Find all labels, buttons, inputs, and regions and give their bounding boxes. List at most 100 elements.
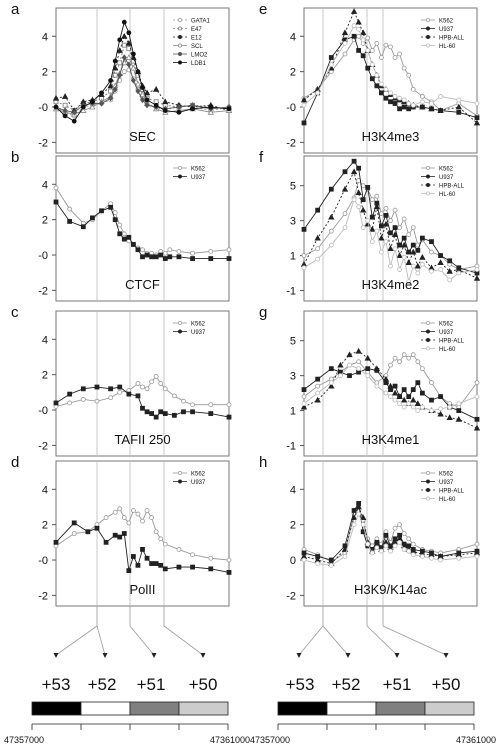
data-point <box>301 394 307 400</box>
chart-title: H3K9/K14ac <box>354 582 427 597</box>
data-point <box>162 108 168 113</box>
data-point <box>190 564 195 570</box>
legend-label: HPB-ALL <box>439 36 465 42</box>
data-point <box>455 103 462 110</box>
data-point <box>121 515 127 520</box>
data-point <box>414 262 421 269</box>
data-point <box>176 564 182 570</box>
data-point <box>80 386 86 392</box>
data-point <box>383 390 389 396</box>
data-point <box>176 103 182 111</box>
data-point <box>108 386 114 392</box>
data-point <box>301 401 307 406</box>
data-point <box>226 402 232 408</box>
y-tick-label: 5 <box>290 336 296 348</box>
data-point <box>474 380 480 386</box>
y-tick-label: 5 <box>290 181 296 193</box>
data-point <box>419 366 425 372</box>
data-point <box>126 61 132 68</box>
data-point <box>108 395 114 401</box>
series-line <box>303 354 478 408</box>
y-tick-label: 4 <box>42 179 48 191</box>
data-point <box>208 566 214 572</box>
data-point <box>456 555 462 561</box>
data-point <box>401 547 407 552</box>
data-point <box>126 568 132 574</box>
data-point <box>226 256 232 261</box>
data-point <box>401 387 407 393</box>
data-point <box>190 250 195 256</box>
data-point <box>162 386 168 392</box>
series-hpb-all <box>300 503 481 566</box>
data-point <box>152 86 160 92</box>
data-point <box>429 397 434 403</box>
data-point <box>438 94 443 99</box>
data-point <box>438 394 443 400</box>
panel-f: f -1 1 3 5 K562 U937 HPB-ALL HL-60 H3K4me2 <box>259 149 481 302</box>
legend-label: U937 <box>191 330 206 336</box>
data-point <box>121 42 127 48</box>
data-point <box>446 414 453 420</box>
region-block <box>80 701 131 716</box>
data-point <box>429 408 434 413</box>
data-point <box>62 102 68 108</box>
panel-h: h -2 0 2 4 K562 U937 HPB-ALL HL-60 H3K9/K14ac <box>259 454 481 607</box>
y-tick-label: 2 <box>42 215 48 227</box>
data-point <box>410 352 416 358</box>
legend-marker <box>178 329 182 334</box>
data-point <box>301 226 307 232</box>
data-point <box>410 248 417 255</box>
region-block <box>424 701 475 716</box>
series-line <box>55 375 229 407</box>
data-point <box>392 383 398 389</box>
data-point <box>314 234 321 241</box>
data-point <box>419 235 425 241</box>
data-point <box>374 40 380 46</box>
data-point <box>108 95 114 102</box>
data-point <box>401 352 407 358</box>
data-point <box>158 409 164 415</box>
legend-marker <box>426 471 430 475</box>
region-label: +53 <box>42 675 71 694</box>
series-u937 <box>53 520 232 575</box>
series-u937 <box>53 199 232 261</box>
data-point <box>414 400 421 406</box>
data-point <box>162 411 168 416</box>
plot-frame <box>55 7 230 154</box>
data-point <box>103 515 109 520</box>
connector-line <box>55 625 98 656</box>
data-point <box>355 503 362 510</box>
connector-line <box>298 625 324 656</box>
arrowhead <box>53 653 59 658</box>
data-point <box>207 109 214 115</box>
series-hl-60 <box>301 362 480 413</box>
data-point <box>67 391 73 397</box>
data-point <box>401 531 407 536</box>
y-tick-label: 0 <box>290 555 296 567</box>
panel-letter: g <box>259 304 267 321</box>
data-point <box>117 506 123 512</box>
data-point <box>396 252 403 258</box>
data-point <box>410 404 416 410</box>
data-point <box>135 562 141 568</box>
y-tick-label: 1 <box>290 251 296 263</box>
data-point <box>149 411 155 416</box>
data-point <box>176 249 182 254</box>
data-point <box>446 267 453 274</box>
data-point <box>315 383 321 389</box>
data-point <box>347 362 352 368</box>
legend: K562 U937 HPB-ALL HL-60 <box>421 18 465 50</box>
data-point <box>67 219 73 224</box>
data-point <box>126 30 132 36</box>
data-point <box>135 69 141 75</box>
legend-label: K562 <box>191 472 206 478</box>
data-point <box>134 80 142 87</box>
data-point <box>149 379 155 385</box>
y-tick-label: 4 <box>290 31 296 43</box>
data-point <box>474 416 480 422</box>
data-point <box>397 242 403 248</box>
data-point <box>401 97 407 103</box>
data-point <box>162 566 168 572</box>
data-point <box>447 404 453 410</box>
data-point <box>360 514 367 520</box>
